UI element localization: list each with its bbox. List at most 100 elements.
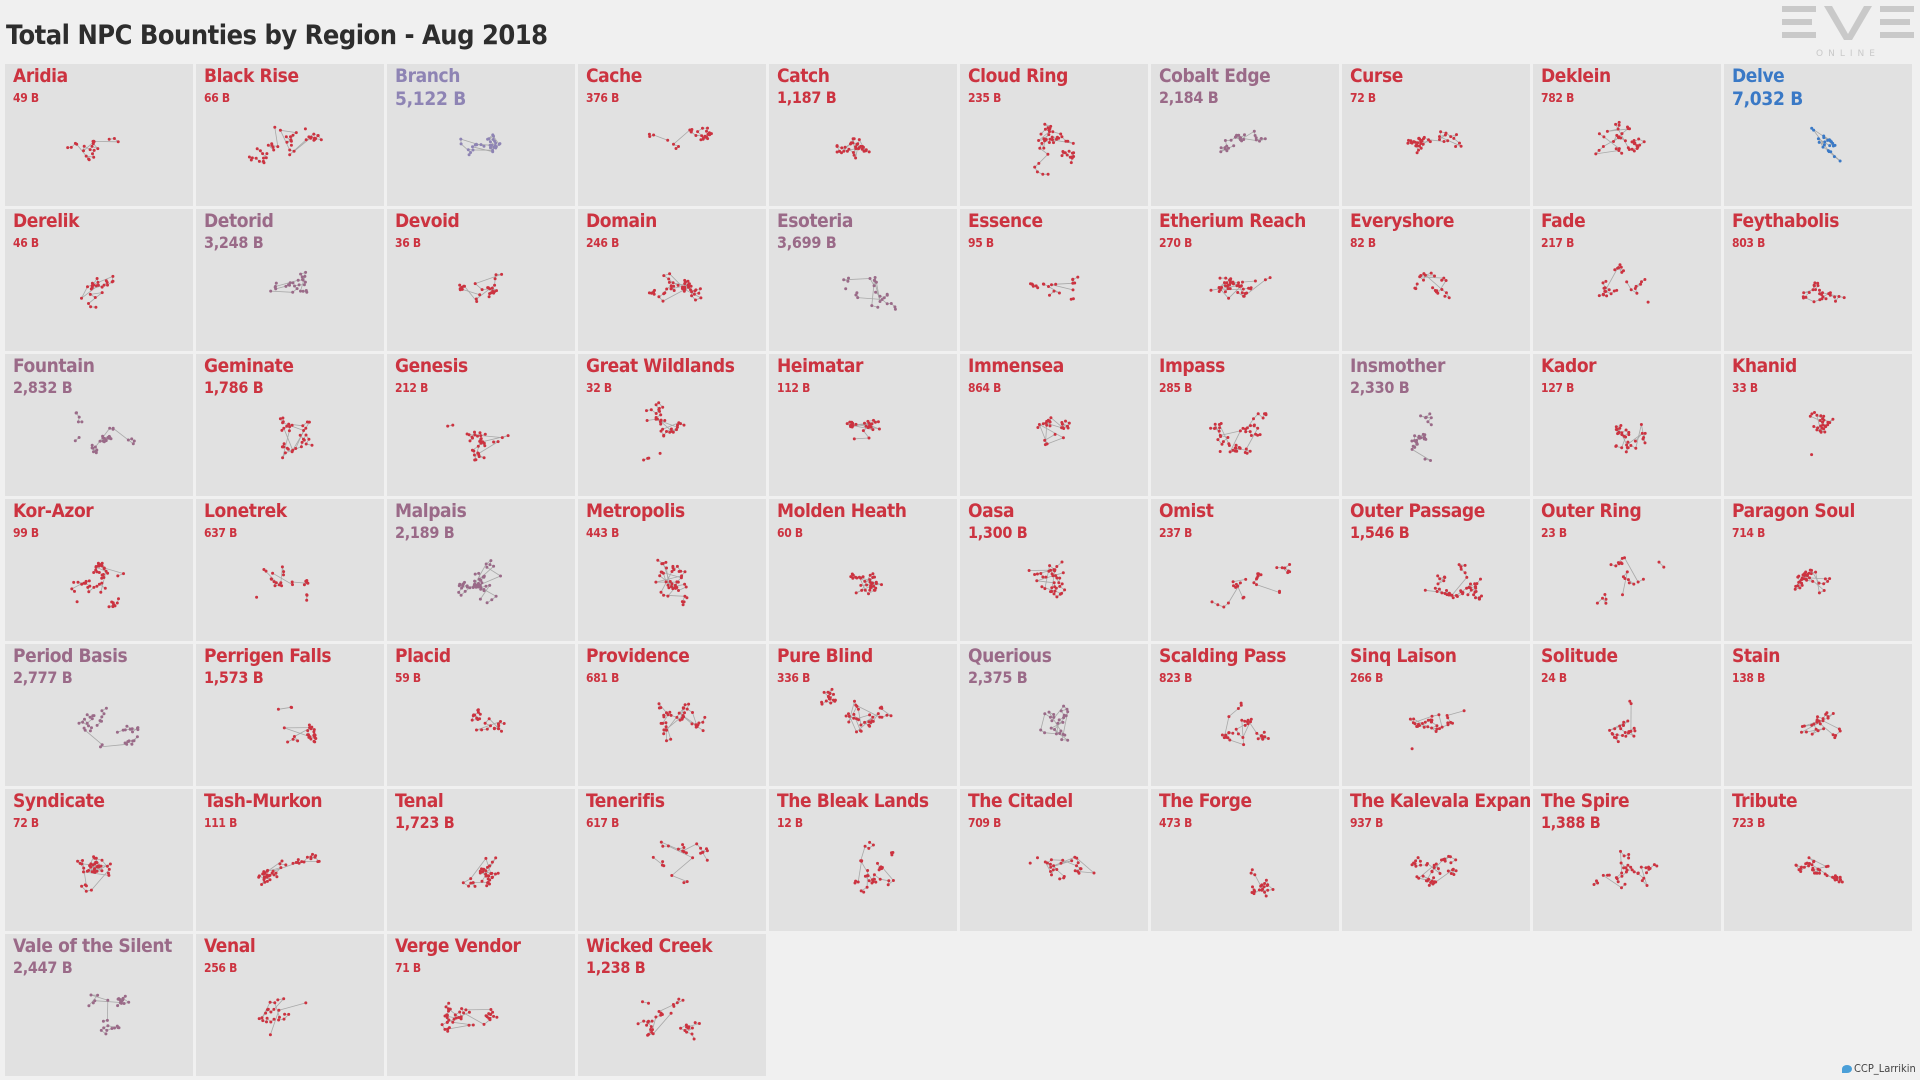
map-system [1451,867,1455,871]
map-system [281,416,285,420]
map-system [685,880,689,884]
map-system [1612,735,1616,739]
map-system [645,409,648,413]
map-system [1043,127,1047,131]
map-systems [1614,423,1647,454]
map-system [660,863,664,867]
map-link [81,284,99,299]
map-system [1242,743,1246,747]
map-system [284,135,288,139]
map-system [1264,878,1268,882]
map-system [1842,296,1846,300]
map-system [1236,291,1240,294]
map-system [1826,420,1830,424]
map-system [1256,737,1260,741]
map-system [94,305,98,309]
map-system [1066,738,1070,742]
region-cell-querious: Querious 2,375 B [960,644,1148,786]
map-link [1607,128,1619,132]
map-system [445,1020,449,1024]
map-system [446,1029,450,1033]
map-system [658,574,662,578]
map-system [93,445,97,449]
map-system [452,1017,456,1021]
map-system [291,737,295,741]
map-system [1644,866,1648,870]
map-system [1804,730,1808,734]
map-system [1058,877,1062,881]
map-system [271,869,275,873]
map-system [1224,733,1228,737]
map-system [669,737,673,741]
map-system [104,569,108,573]
region-bounty-value: 1,187 B [777,88,837,107]
map-system [100,291,104,295]
map-system [845,422,849,426]
map-system [264,1011,268,1015]
map-system [1262,885,1266,889]
map-system [475,716,479,720]
map-link [1233,579,1246,583]
map-system [1232,584,1235,588]
map-system [1071,281,1075,285]
map-system [1433,586,1437,590]
map-system [311,852,314,856]
map-link [1077,871,1095,874]
region-cell-sinq-laison: Sinq Laison 266 B [1342,644,1530,786]
map-system [1220,733,1224,737]
map-system [285,446,289,450]
map-system [298,433,302,437]
map-system [1447,854,1451,858]
region-name: The Bleak Lands [777,790,929,812]
map-system [494,856,498,860]
map-system [1228,738,1232,742]
map-system [490,876,494,880]
map-system [880,583,883,587]
region-bounty-value: 782 B [1541,91,1575,105]
map-link [278,706,292,710]
map-system [1052,713,1056,716]
map-system [94,856,98,860]
map-system [679,1026,683,1030]
region-cell-fade: Fade 217 B [1533,209,1721,351]
region-map-molden-heath [849,572,883,596]
map-link [860,846,866,861]
map-link [652,1013,672,1035]
map-system [304,138,308,142]
map-system [1617,149,1621,152]
region-bounty-value: 937 B [1350,816,1384,830]
map-system [657,401,661,405]
map-system [1625,446,1629,450]
map-link [112,427,134,445]
map-system [1426,420,1430,424]
map-system [1619,136,1623,140]
map-system [1640,431,1644,435]
map-system [840,146,844,150]
map-systems [1592,849,1659,890]
map-system [1459,567,1463,571]
map-link [1040,713,1046,731]
map-system [131,739,135,743]
map-link [463,1012,485,1025]
map-system [1255,576,1259,580]
map-system [1822,582,1826,586]
map-system [499,720,502,723]
map-system [100,743,104,747]
map-system [691,711,694,714]
map-system [683,711,686,715]
map-system [132,439,136,443]
map-system [106,998,110,1002]
map-links [821,689,892,733]
map-system [87,1004,91,1008]
map-system [1417,876,1421,880]
map-system [1051,138,1054,142]
map-system [1045,419,1049,423]
map-system [1639,423,1643,426]
map-system [1438,135,1441,139]
map-system [1213,422,1217,426]
map-system [458,288,462,292]
region-cell-heimatar: Heimatar 112 B [769,354,957,496]
map-system [291,290,295,294]
map-system [1048,564,1052,568]
